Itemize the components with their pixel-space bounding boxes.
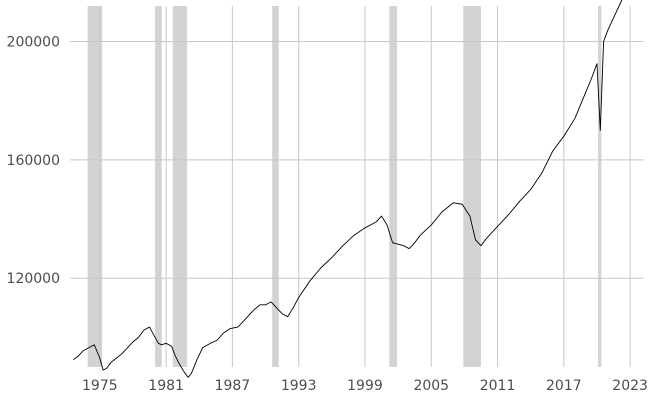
x-tick-label-0: 1975 bbox=[82, 378, 118, 394]
x-tick-label-6: 2011 bbox=[480, 378, 516, 394]
x-tick-label-1: 1981 bbox=[148, 378, 184, 394]
recession-band-3 bbox=[272, 6, 279, 367]
recession-band-2 bbox=[172, 6, 188, 367]
x-axis-ticks: 1975 1981 1987 1993 1999 2005 2011 2017 2023 bbox=[82, 378, 648, 394]
y-axis-ticks: 120000 160000 200000 bbox=[7, 35, 60, 288]
recession-band-1 bbox=[155, 6, 162, 367]
series-layer bbox=[73, 0, 623, 378]
x-tick-label-4: 1999 bbox=[347, 378, 383, 394]
x-tick-label-3: 1993 bbox=[281, 378, 317, 394]
recession-band-0 bbox=[87, 6, 103, 367]
x-tick-label-5: 2005 bbox=[413, 378, 449, 394]
y-tick-label-0: 120000 bbox=[7, 271, 60, 287]
y-tick-label-1: 160000 bbox=[7, 153, 60, 169]
y-tick-label-2: 200000 bbox=[7, 35, 60, 51]
series-line-0 bbox=[73, 0, 623, 378]
recession-band-5 bbox=[463, 6, 481, 367]
x-tick-label-8: 2023 bbox=[612, 378, 648, 394]
recession-band-4 bbox=[389, 6, 398, 367]
x-tick-label-7: 2017 bbox=[546, 378, 582, 394]
x-tick-label-2: 1987 bbox=[215, 378, 251, 394]
recession-shading bbox=[87, 6, 602, 367]
recession-band-6 bbox=[598, 6, 602, 367]
